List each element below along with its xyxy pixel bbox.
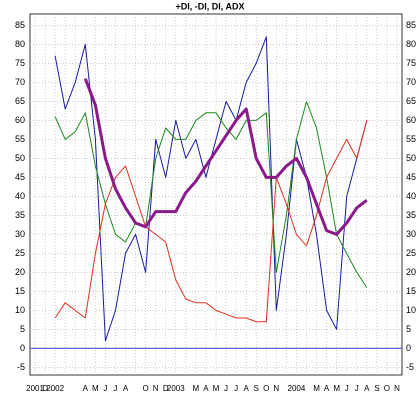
x-tick-label: M [92,384,99,393]
y-tick-label: -5 [17,362,25,372]
x-tick-label: A [324,384,330,393]
x-tick-label: J [345,384,349,393]
x-tick-label: 2002 [46,384,64,393]
x-tick-label: M [193,384,200,393]
x-tick-label: N [394,384,400,393]
x-tick-label: D [163,384,169,393]
y-tick-label: 25 [15,248,25,258]
x-tick-label: O [384,384,390,393]
y-tick-label: 20 [15,267,25,277]
x-tick-label: M [213,384,220,393]
y-tick-label-right: 55 [406,134,416,144]
y-tick-label-right: -5 [406,362,414,372]
y-tick-label: 60 [15,115,25,125]
y-tick-label: 55 [15,134,25,144]
y-tick-label: 10 [15,305,25,315]
x-tick-label: A [123,384,129,393]
x-tick-label: A [364,384,370,393]
y-tick-label: 5 [20,324,25,334]
y-tick-label-right: 80 [406,39,416,49]
x-tick-label: O [263,384,269,393]
y-tick-label: 75 [15,58,25,68]
data-line [83,78,368,236]
x-tick-label: N [153,384,159,393]
y-tick-label-right: 60 [406,115,416,125]
x-tick-label: D [42,384,48,393]
y-tick-label: 15 [15,286,25,296]
y-tick-label-right: 40 [406,191,416,201]
x-tick-label: O [143,384,149,393]
y-tick-label-right: 65 [406,96,416,106]
x-tick-label: J [234,384,238,393]
x-tick-label: A [203,384,209,393]
y-tick-label-right: 75 [406,58,416,68]
x-tick-label: A [83,384,89,393]
y-tick-label: 70 [15,77,25,87]
y-tick-label-right: 25 [406,248,416,258]
y-tick-label-right: 20 [406,267,416,277]
x-tick-label: M [313,384,320,393]
x-tick-label: 2003 [167,384,185,393]
y-tick-label-right: 5 [406,324,411,334]
y-tick-label-right: 30 [406,229,416,239]
y-tick-label: 35 [15,210,25,220]
y-tick-label: 0 [20,343,25,353]
y-tick-label: 45 [15,172,25,182]
x-tick-label: J [224,384,228,393]
y-tick-label-right: 50 [406,153,416,163]
x-tick-label: S [374,384,379,393]
x-tick-label: J [103,384,107,393]
x-tick-label: N [273,384,279,393]
y-tick-label: 40 [15,191,25,201]
y-tick-label: 65 [15,96,25,106]
y-tick-label-right: 85 [406,20,416,30]
chart-title: +DI, -DI, DI, ADX [176,1,245,11]
y-tick-label: 80 [15,39,25,49]
y-tick-label: 30 [15,229,25,239]
y-tick-label-right: 35 [406,210,416,220]
x-tick-label: S [254,384,259,393]
y-tick-label-right: 15 [406,286,416,296]
y-tick-label-right: 70 [406,77,416,87]
data-line [54,120,368,323]
y-tick-label-right: 0 [406,343,411,353]
x-tick-label: J [113,384,117,393]
data-line [54,100,368,288]
x-tick-label: M [333,384,340,393]
y-tick-label-right: 45 [406,172,416,182]
x-tick-label: 2001 [26,384,44,393]
y-tick-label: 85 [15,20,25,30]
y-tick-label-right: 10 [406,305,416,315]
x-tick-label: J [355,384,359,393]
y-tick-label: 50 [15,153,25,163]
x-tick-label: A [243,384,249,393]
x-tick-label: 2004 [288,384,306,393]
